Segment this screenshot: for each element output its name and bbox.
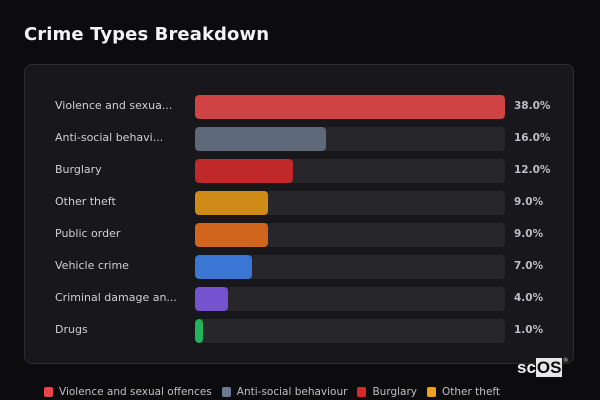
bar-fill[interactable] bbox=[195, 127, 326, 151]
legend-label: Other theft bbox=[442, 386, 501, 398]
bar-fill[interactable] bbox=[195, 95, 505, 119]
scos-logo: scOS ® bbox=[517, 358, 568, 378]
legend-item[interactable]: Anti-social behaviour bbox=[221, 386, 348, 398]
bar-row[interactable]: Other theft 9.0% bbox=[25, 191, 573, 215]
bar-value: 12.0% bbox=[514, 164, 551, 176]
legend-swatch bbox=[221, 387, 231, 397]
bar-track bbox=[195, 95, 505, 119]
chart-card: Violence and sexua... 38.0% Anti-social be… bbox=[24, 64, 574, 364]
legend-label: Violence and sexual offences bbox=[59, 386, 212, 398]
bar-label: Public order bbox=[55, 227, 121, 240]
bar-label: Violence and sexua... bbox=[55, 99, 173, 112]
bar-label: Drugs bbox=[55, 323, 88, 336]
bar-track bbox=[195, 127, 505, 151]
bar-row[interactable]: Anti-social behavi... 16.0% bbox=[25, 127, 573, 151]
logo-prefix: sc bbox=[517, 358, 536, 377]
bar-fill[interactable] bbox=[195, 255, 253, 279]
bar-track bbox=[195, 191, 505, 215]
bar-track bbox=[195, 255, 505, 279]
bar-track bbox=[195, 223, 505, 247]
bar-row[interactable]: Burglary 12.0% bbox=[25, 159, 573, 183]
bar-track bbox=[195, 159, 505, 183]
bar-row[interactable]: Violence and sexua... 38.0% bbox=[25, 95, 573, 119]
bar-value: 9.0% bbox=[514, 228, 544, 240]
bar-row[interactable]: Criminal damage an... 4.0% bbox=[25, 287, 573, 311]
bar-value: 9.0% bbox=[514, 196, 544, 208]
bar-track bbox=[195, 319, 505, 343]
bar-value: 4.0% bbox=[514, 292, 544, 304]
bar-label: Criminal damage an... bbox=[55, 291, 177, 304]
bar-label: Other theft bbox=[55, 195, 116, 208]
legend-swatch bbox=[427, 387, 437, 397]
legend-item[interactable]: Burglary bbox=[357, 386, 417, 398]
registered-mark: ® bbox=[563, 358, 568, 364]
bar-label: Burglary bbox=[55, 163, 102, 176]
chart-legend: Violence and sexual offences Anti-social … bbox=[44, 386, 500, 398]
legend-label: Anti-social behaviour bbox=[236, 386, 348, 398]
bar-fill[interactable] bbox=[195, 191, 269, 215]
bar-track bbox=[195, 287, 505, 311]
legend-swatch bbox=[357, 387, 367, 397]
bar-value: 38.0% bbox=[514, 100, 551, 112]
bar-value: 16.0% bbox=[514, 132, 551, 144]
legend-label: Burglary bbox=[372, 386, 418, 398]
bar-row[interactable]: Vehicle crime 7.0% bbox=[25, 255, 573, 279]
logo-highlight: OS bbox=[535, 358, 563, 377]
bar-fill[interactable] bbox=[195, 159, 293, 183]
chart-title: Crime Types Breakdown bbox=[24, 24, 270, 45]
bar-fill[interactable] bbox=[195, 287, 228, 311]
legend-item[interactable]: Violence and sexual offences bbox=[44, 386, 212, 398]
legend-swatch bbox=[44, 387, 53, 397]
bar-row[interactable]: Drugs 1.0% bbox=[25, 319, 573, 343]
bar-value: 1.0% bbox=[514, 324, 544, 336]
bar-label: Vehicle crime bbox=[55, 259, 129, 272]
bar-value: 7.0% bbox=[514, 260, 544, 272]
bar-fill[interactable] bbox=[195, 319, 204, 343]
bar-label: Anti-social behavi... bbox=[55, 131, 164, 144]
legend-item[interactable]: Other theft bbox=[427, 386, 500, 398]
bar-fill[interactable] bbox=[195, 223, 269, 247]
bar-row[interactable]: Public order 9.0% bbox=[25, 223, 573, 247]
